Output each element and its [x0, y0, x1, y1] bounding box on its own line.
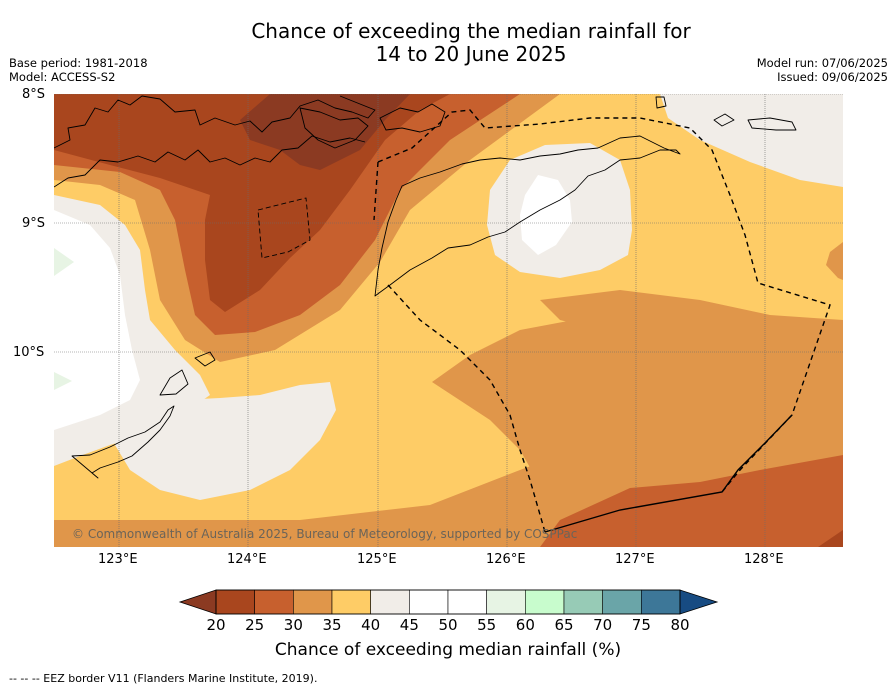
map-fields: © Commonwealth of Australia 2025, Bureau…: [54, 94, 843, 547]
colorbar-cell: [447, 589, 487, 615]
lon-label-127e: 127°E: [615, 552, 655, 567]
coast-savu: [194, 351, 216, 367]
field-20-25-corner: [818, 530, 843, 547]
model-text: Model: ACCESS-S2: [9, 70, 116, 84]
graticule: [54, 94, 843, 547]
colorbar-tick-label: 60: [515, 616, 535, 634]
colorbar-cells: [215, 589, 681, 615]
colorbar-tick-label: 25: [245, 616, 265, 634]
lon-label-123e: 123°E: [98, 552, 138, 567]
colorbar-tick-label: 35: [322, 616, 342, 634]
field-30-35-south-east: [432, 315, 843, 497]
map-title: Chance of exceeding the median rainfall …: [0, 20, 896, 66]
meta-right: Model run: 07/06/2025 Issued: 09/06/2025: [757, 56, 888, 84]
colorbar-cell: [602, 589, 642, 615]
colorbar-cell: [331, 589, 371, 615]
colorbar-cell: [293, 589, 333, 615]
field-below-20: [240, 94, 410, 170]
coast-timor: [374, 135, 681, 297]
model-run-text: Model run: 07/06/2025: [756, 56, 888, 70]
field-45-55-central: [520, 175, 572, 255]
colorbar-tick-label: 50: [438, 616, 458, 634]
colorbar-over-arrow: [679, 589, 719, 615]
eez-footnote: -- -- -- EEZ border V11 (Flanders Marine…: [9, 672, 318, 685]
colorbar-tick-label: 20: [206, 616, 226, 634]
eez-border-solid: [544, 414, 793, 533]
field-45-55-west: [54, 210, 140, 430]
title-line-2: 14 to 20 June 2025: [375, 42, 567, 66]
lon-label-128e: 128°E: [744, 552, 784, 567]
colorbar-cell: [525, 589, 565, 615]
coast-island-ne-1: [655, 96, 667, 109]
colorbar-tick-label: 45: [399, 616, 419, 634]
lat-label-9s: 9°S: [22, 216, 46, 231]
colorbar-under-arrow: [178, 589, 217, 615]
lon-label-125e: 125°E: [357, 552, 397, 567]
base-period-text: Base period: 1981-2018: [9, 56, 148, 70]
title-line-1: Chance of exceeding the median rainfall …: [251, 19, 691, 43]
colorbar-tick-label: 30: [283, 616, 303, 634]
colorbar-cell: [486, 589, 526, 615]
lat-label-8s: 8°S: [22, 87, 46, 102]
coast-flores: [54, 95, 376, 149]
coast-alor: [299, 107, 369, 149]
field-40-45-north-east: [660, 94, 843, 187]
colorbar-cell: [215, 589, 255, 615]
lat-label-10s: 10°S: [13, 345, 45, 360]
colorbar-cell: [563, 589, 603, 615]
lon-label-126e: 126°E: [486, 552, 526, 567]
coast-flores-south: [54, 135, 366, 188]
coast-wetar: [379, 103, 446, 133]
colorbar-cell: [409, 589, 449, 615]
map-copyright: © Commonwealth of Australia 2025, Bureau…: [72, 527, 577, 541]
field-40-45-south: [115, 382, 336, 500]
issued-text: Issued: 09/06/2025: [777, 70, 888, 84]
colorbar-cell: [254, 589, 294, 615]
field-55-60-patch-1: [54, 248, 74, 276]
meta-left: Base period: 1981-2018 Model: ACCESS-S2: [9, 56, 148, 84]
eez-border: [373, 109, 831, 533]
colorbar-tick-label: 55: [477, 616, 497, 634]
colorbar-label: Chance of exceeding median rainfall (%): [274, 640, 622, 660]
colorbar-tick-label: 75: [631, 616, 651, 634]
coast-west-timor-inner: [257, 197, 311, 259]
coast-island-ne-3: [747, 117, 797, 131]
colorbar-tick-label: 40: [361, 616, 381, 634]
coastlines: [54, 95, 797, 479]
colorbar-tick-label: 70: [593, 616, 613, 634]
eez-border-dashed: [373, 109, 831, 533]
colorbar-cell: [641, 589, 681, 615]
colorbar-cell: [370, 589, 410, 615]
field-25-30-south: [540, 455, 843, 547]
coast-sumba: [71, 405, 175, 479]
coast-island-ne-2: [713, 113, 735, 127]
field-30-35-patch: [826, 242, 843, 280]
colorbar-tick-label: 65: [554, 616, 574, 634]
field-55-60-patch-2: [54, 372, 72, 390]
lon-label-124e: 124°E: [227, 552, 267, 567]
coast-sumba-east: [159, 369, 189, 396]
colorbar-tick-label: 80: [670, 616, 690, 634]
colorbar-frame: [215, 589, 681, 615]
